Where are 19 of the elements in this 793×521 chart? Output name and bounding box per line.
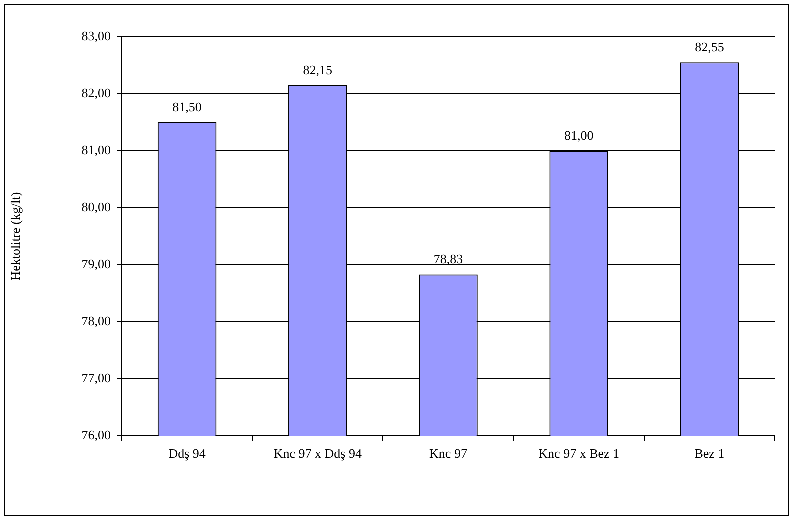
x-tick-label: Ddş 94 [168,446,206,462]
data-label: 82,55 [695,40,724,55]
data-label: 78,83 [434,252,464,267]
y-tick-label: 78,00 [82,313,111,328]
x-tick-label: Bez 1 [694,446,725,462]
y-tick-label: 81,00 [82,142,111,158]
x-tick-label: Knc 97 x Ddş 94 [274,446,362,462]
data-label: 81,00 [564,128,594,143]
data-label: 82,15 [303,62,333,78]
y-tick-label: 79,00 [82,256,111,272]
y-tick-label: 80,00 [82,199,111,214]
x-tick-label: Knc 97 [430,446,468,462]
x-tick-label: Knc 97 x Bez 1 [538,446,620,462]
y-tick-label: 83,00 [82,28,111,44]
y-tick-label: 82,00 [82,85,111,100]
y-tick-label: 77,00 [82,370,111,386]
y-axis-title: Hektolitre (kg/lt) [8,192,24,281]
data-label: 81,50 [172,99,202,114]
y-tick-label: 76,00 [82,427,111,442]
